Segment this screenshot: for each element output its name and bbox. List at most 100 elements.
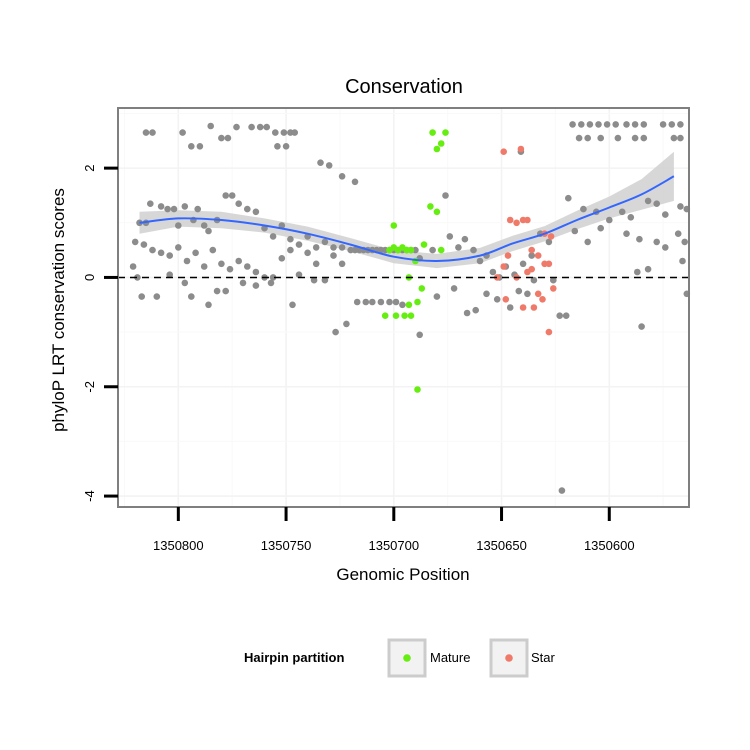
data-point-other — [442, 192, 449, 199]
data-point-star — [493, 274, 501, 281]
y-tick-label: 2 — [82, 164, 97, 171]
data-point-other — [218, 260, 225, 268]
data-point-other — [595, 121, 602, 128]
data-point-other — [278, 254, 286, 262]
x-tick-label: 1350800 — [153, 538, 204, 553]
data-point-other — [166, 252, 173, 259]
legend-swatch-mature — [403, 654, 411, 662]
data-point-other — [142, 129, 150, 136]
data-point-other — [524, 290, 531, 298]
data-point-other — [149, 246, 156, 254]
data-point-other — [248, 123, 255, 131]
data-point-other — [181, 279, 189, 287]
data-point-star — [545, 328, 553, 336]
data-point-star — [530, 304, 538, 311]
data-point-other — [353, 298, 361, 306]
data-point-other — [681, 238, 688, 246]
data-point-other — [188, 143, 195, 150]
confidence-ribbon — [139, 151, 674, 269]
data-point-other — [338, 260, 346, 268]
data-point-other — [129, 263, 137, 270]
data-point-other — [181, 203, 189, 210]
data-point-other — [636, 235, 643, 243]
data-point-other — [668, 121, 676, 128]
axes: 1350800 1350750 1350700 1350650 1350600 2 0 -2 -… — [82, 107, 690, 553]
data-point-other — [140, 241, 148, 248]
data-point-other — [612, 121, 619, 128]
data-point-other — [623, 121, 630, 128]
x-tick-label: 1350700 — [368, 538, 419, 553]
data-point-star — [500, 148, 508, 155]
data-point-other — [562, 312, 570, 320]
data-point-mature — [433, 208, 441, 216]
data-point-other — [209, 246, 217, 254]
data-point-other — [280, 129, 288, 136]
data-point-mature — [442, 129, 449, 136]
data-point-other — [235, 200, 242, 207]
data-point-star — [534, 252, 542, 259]
data-point-other — [235, 257, 242, 265]
data-point-other — [580, 205, 587, 213]
data-point-other — [192, 249, 199, 257]
data-point-other — [134, 274, 141, 281]
data-point-other — [166, 271, 173, 279]
data-point-other — [575, 134, 583, 142]
data-point-other — [429, 246, 436, 254]
x-tick-label: 1350600 — [584, 538, 635, 553]
data-point-other — [183, 257, 191, 265]
data-point-other — [332, 328, 339, 336]
data-point-star — [506, 216, 514, 224]
data-point-star — [547, 233, 555, 240]
data-point-other — [226, 265, 234, 273]
data-point-mature — [418, 285, 426, 292]
data-point-other — [640, 134, 648, 142]
legend-label-mature: Mature — [430, 650, 470, 665]
data-point-other — [138, 293, 145, 300]
data-point-other — [618, 208, 626, 216]
data-point-star — [517, 145, 525, 153]
data-point-other — [662, 211, 669, 218]
data-point-mature — [414, 298, 421, 306]
data-point-other — [321, 238, 329, 246]
data-point-other — [416, 331, 424, 339]
smooth-trend-line — [139, 175, 675, 263]
data-point-mature — [405, 301, 413, 309]
data-point-star — [550, 285, 557, 292]
data-point-other — [282, 143, 290, 150]
legend-swatch-star — [505, 654, 513, 662]
data-point-star — [513, 219, 520, 227]
series-other — [129, 121, 691, 494]
data-point-other — [317, 159, 324, 166]
data-point-other — [289, 301, 296, 309]
data-point-other — [670, 134, 678, 142]
data-point-star — [519, 304, 527, 311]
data-point-other — [634, 268, 641, 276]
x-tick-label: 1350650 — [476, 538, 527, 553]
data-point-star — [534, 290, 542, 298]
data-point-other — [450, 285, 458, 292]
data-point-other — [472, 306, 480, 314]
data-point-other — [263, 123, 271, 131]
data-point-other — [200, 263, 208, 270]
data-point-other — [362, 298, 370, 306]
data-point-other — [584, 134, 591, 142]
data-point-other — [131, 238, 139, 246]
data-point-other — [569, 121, 576, 128]
data-point-other — [506, 304, 514, 311]
data-point-other — [571, 227, 579, 235]
data-point-other — [330, 252, 337, 259]
data-point-other — [269, 274, 277, 281]
data-point-mature — [401, 312, 408, 320]
data-point-other — [175, 222, 182, 229]
data-point-other — [556, 312, 563, 320]
data-point-other — [659, 121, 667, 128]
data-point-other — [584, 238, 591, 246]
data-point-other — [545, 238, 553, 246]
data-point-other — [638, 323, 645, 330]
data-point-other — [377, 298, 385, 306]
data-point-mature — [437, 140, 445, 147]
legend-key-mature — [387, 638, 427, 678]
data-point-other — [218, 134, 225, 142]
confidence-ribbon-layer — [139, 151, 674, 269]
